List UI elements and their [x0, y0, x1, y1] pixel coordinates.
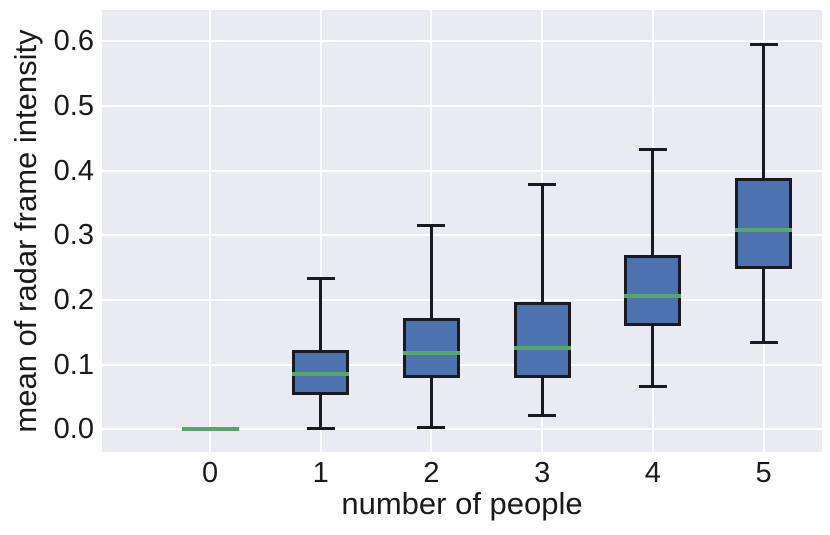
- upper-whisker-cap: [528, 183, 557, 187]
- gridline-horizontal: [102, 104, 822, 107]
- y-tick-label: 0.6: [53, 25, 94, 58]
- box: [402, 318, 460, 378]
- upper-whisker-cap: [749, 42, 778, 46]
- y-tick-label: 0.4: [53, 154, 94, 187]
- x-tick-label: 4: [644, 457, 661, 489]
- lower-whisker-cap: [749, 341, 778, 345]
- box: [735, 178, 793, 269]
- x-tick-label: 1: [312, 457, 329, 489]
- upper-whisker: [429, 225, 433, 319]
- gridline-horizontal: [102, 363, 822, 366]
- y-tick-label: 0.5: [53, 89, 94, 122]
- lower-whisker: [762, 268, 766, 343]
- gridline-horizontal: [102, 428, 822, 431]
- y-tick-label: 0.0: [53, 413, 94, 446]
- upper-whisker: [762, 44, 766, 179]
- gridline-horizontal: [102, 298, 822, 301]
- gridline-horizontal: [102, 40, 822, 43]
- y-tick-label: 0.3: [53, 219, 94, 252]
- lower-whisker: [651, 325, 655, 387]
- x-axis-label: number of people: [341, 486, 583, 521]
- upper-whisker: [540, 184, 544, 302]
- lower-whisker-cap: [306, 427, 335, 431]
- median-line: [735, 228, 793, 233]
- x-tick-label: 0: [201, 457, 219, 489]
- box: [624, 254, 682, 326]
- gridline-horizontal: [102, 234, 822, 237]
- lower-whisker: [540, 377, 544, 416]
- lower-whisker-cap: [528, 413, 557, 417]
- lower-whisker-cap: [638, 384, 667, 388]
- lower-whisker: [319, 395, 323, 429]
- x-tick-label: 2: [423, 457, 440, 489]
- x-tick-label: 5: [755, 457, 772, 489]
- upper-whisker-cap: [417, 224, 446, 228]
- box: [513, 301, 571, 378]
- gridline-horizontal: [102, 169, 822, 172]
- x-tick-label: 3: [534, 457, 551, 489]
- y-tick-label: 0.2: [53, 283, 94, 316]
- upper-whisker-cap: [306, 277, 335, 281]
- lower-whisker-cap: [417, 425, 446, 429]
- median-line: [292, 372, 350, 377]
- gridline-vertical: [319, 10, 322, 452]
- gridline-vertical: [209, 10, 212, 452]
- upper-whisker: [319, 278, 323, 350]
- y-tick-label: 0.1: [53, 348, 94, 381]
- median-line: [181, 427, 239, 432]
- median-line: [513, 345, 571, 350]
- median-line: [624, 294, 682, 299]
- upper-whisker-cap: [638, 148, 667, 152]
- lower-whisker: [429, 377, 433, 428]
- median-line: [402, 351, 460, 356]
- plot-area: [102, 10, 822, 452]
- upper-whisker: [651, 149, 655, 255]
